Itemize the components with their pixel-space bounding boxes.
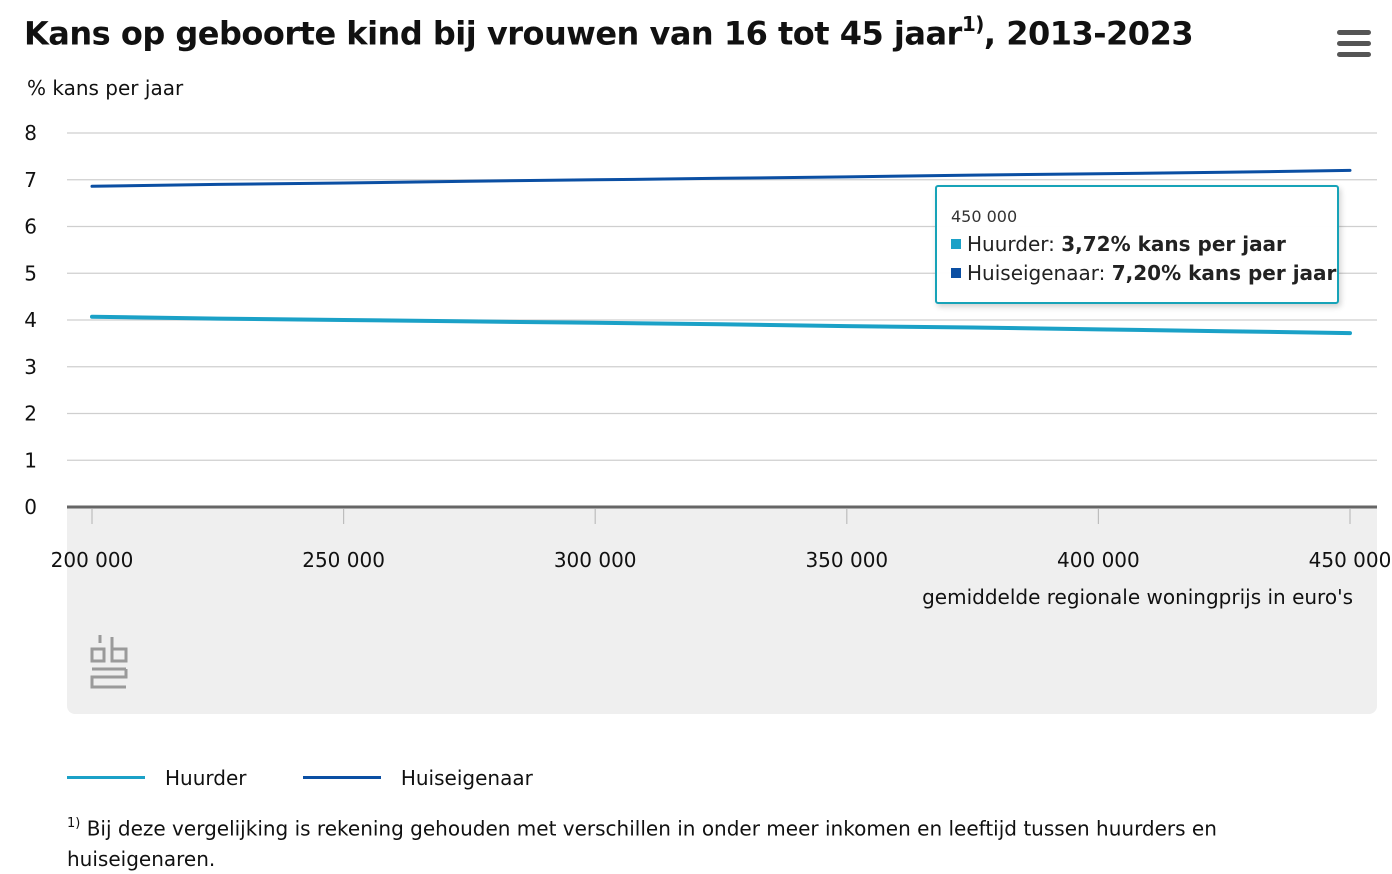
legend-item-huurder[interactable]: Huurder xyxy=(67,766,246,790)
chart-title-footnote-marker: 1) xyxy=(961,12,985,36)
tooltip-series-value: 3,72% kans per jaar xyxy=(1061,232,1286,256)
line-chart: 0 1 2 3 4 5 6 7 8 200 000 250 000 300 000 350 000 40… xyxy=(24,121,1392,714)
footnote: 1) Bij deze vergelijking is rekening geh… xyxy=(67,810,1307,874)
footnote-marker: 1) xyxy=(67,816,81,831)
y-axis-label: % kans per jaar xyxy=(27,76,184,100)
tooltip-swatch xyxy=(951,239,961,249)
x-tick-label: 350 000 xyxy=(805,548,888,572)
tooltip-series-name: Huiseigenaar xyxy=(967,261,1099,285)
y-tick-label: 3 xyxy=(24,355,37,379)
legend: Huurder Huiseigenaar xyxy=(67,760,583,790)
y-tick-label: 0 xyxy=(24,495,37,519)
chart-title: Kans op geboorte kind bij vrouwen van 16… xyxy=(24,12,1194,53)
series-line-huurder[interactable] xyxy=(90,314,1352,336)
legend-line-icon xyxy=(302,776,381,779)
legend-item-huiseigenaar[interactable]: Huiseigenaar xyxy=(302,765,533,790)
tooltip-swatch xyxy=(951,268,961,278)
tooltip-row-huiseigenaar: Huiseigenaar: 7,20% kans per jaar xyxy=(951,259,1336,288)
x-axis-background xyxy=(67,508,1377,714)
tooltip: 450 000 Huurder: 3,72% kans per jaar Hui… xyxy=(935,185,1339,304)
chart-title-period: , 2013-2023 xyxy=(983,14,1194,53)
x-tick-label: 250 000 xyxy=(302,548,385,572)
y-tick-label: 4 xyxy=(24,308,37,332)
series-line-huiseigenaar[interactable] xyxy=(90,168,1352,188)
tooltip-x-value: 450 000 xyxy=(951,207,1018,226)
y-tick-label: 1 xyxy=(24,448,37,472)
y-tick-label: 7 xyxy=(24,168,37,192)
x-tick-label: 400 000 xyxy=(1057,548,1140,572)
y-tick-labels: 0 1 2 3 4 5 6 7 8 xyxy=(24,121,37,519)
footnote-text: Bij deze vergelijking is rekening gehoud… xyxy=(67,816,1217,871)
x-tick-label: 300 000 xyxy=(554,548,637,572)
x-tick-marks: 200 000 250 000 300 000 350 000 400 000 450 0… xyxy=(51,509,1392,572)
tooltip-row-huurder: Huurder: 3,72% kans per jaar xyxy=(951,230,1323,259)
x-axis-label: gemiddelde regionale woningprijs in euro… xyxy=(922,585,1353,609)
menu-bar xyxy=(1337,52,1371,57)
cbs-logo-icon xyxy=(90,635,128,689)
tooltip-series-value: 7,20% kans per jaar xyxy=(1111,261,1337,285)
chart-title-text: Kans op geboorte kind bij vrouwen van 16… xyxy=(24,14,962,53)
legend-label: Huiseigenaar xyxy=(400,765,533,790)
menu-bar xyxy=(1337,41,1371,46)
y-tick-label: 6 xyxy=(24,215,37,239)
tooltip-series-name: Huurder xyxy=(967,232,1049,256)
series-lines xyxy=(90,168,1352,336)
hamburger-menu-icon[interactable] xyxy=(1337,30,1371,60)
y-tick-label: 2 xyxy=(24,402,37,426)
y-tick-label: 8 xyxy=(24,121,37,145)
x-tick-label: 450 000 xyxy=(1309,548,1392,572)
x-tick-label: 200 000 xyxy=(51,548,134,572)
x-axis-background-top xyxy=(67,508,1377,518)
legend-label: Huurder xyxy=(165,765,247,790)
y-tick-label: 5 xyxy=(24,261,37,285)
legend-line-icon xyxy=(67,776,145,779)
menu-bar xyxy=(1337,30,1371,35)
